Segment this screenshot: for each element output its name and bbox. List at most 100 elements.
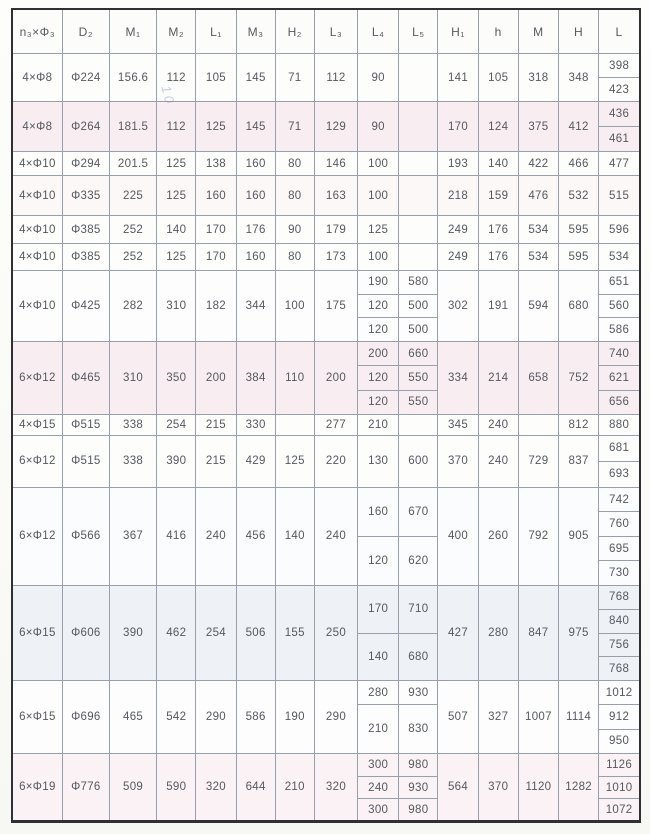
table-row: 6×Φ12 Φ515 338 390 215 429 125 220 130 600 370 240 7… xyxy=(11,434,641,488)
table-band-9: 6×Φ12 Φ515 338 390 215 429 125 220 130 600 370 240 7… xyxy=(11,434,641,488)
column-header-2: M₁ xyxy=(108,8,158,54)
cell-l4: 210 xyxy=(357,413,400,436)
column-header-6: H₂ xyxy=(274,8,315,54)
cell-l-total: 515 xyxy=(598,175,641,216)
cell-l3: 146 xyxy=(313,151,359,176)
column-header-4: L₁ xyxy=(195,8,237,54)
cell-l-total: 596 xyxy=(598,215,641,244)
table-row: 4×Φ10 Φ425 282 310 182 344 100 175 190 580 302 191 5… xyxy=(11,269,641,343)
cell-m3: 330 xyxy=(235,413,276,436)
column-header-9: L₅ xyxy=(398,8,439,54)
cell-h-cap: 752 xyxy=(557,341,600,415)
cell-h-cap: 975 xyxy=(557,584,600,682)
cell-h: 140 xyxy=(477,151,519,176)
cell-h1: 370 xyxy=(437,434,479,488)
cell-l4: 90 xyxy=(357,53,400,102)
cell-h: 124 xyxy=(477,101,519,152)
cell-l-total: 560 xyxy=(598,293,641,319)
cell-l-total: 756 xyxy=(598,632,641,658)
cell-l4: 120 xyxy=(357,293,400,319)
cell-l5: 500 xyxy=(398,293,439,319)
table-row: 6×Φ15 Φ696 465 542 290 586 190 290 280 930 507 327 1… xyxy=(11,680,641,755)
cell-m1: 181.5 xyxy=(108,101,158,152)
cell-h: 214 xyxy=(477,341,519,415)
cell-h-cap: 1282 xyxy=(557,753,600,823)
cell-l1: 182 xyxy=(195,269,237,343)
table-row: 4×Φ8 Φ264 181.5 112 10 125 145 71 129 90 170 124 375… xyxy=(11,84,641,152)
table-band-6: 4×Φ10 Φ425 282 310 182 344 100 175 190 580 302 191 5… xyxy=(11,269,641,343)
cell-l-total: 912 xyxy=(598,704,641,730)
cell-m3: 456 xyxy=(235,486,276,586)
table-row: 768 xyxy=(12,656,641,682)
cell-l1: 215 xyxy=(195,434,237,488)
cell-m2: 462 xyxy=(156,584,197,682)
cell-d2: Φ515 xyxy=(61,434,110,488)
table-row: 120 550 621 xyxy=(12,365,641,391)
cell-h: 159 xyxy=(477,175,519,216)
cell-l-total: 656 xyxy=(598,389,641,415)
table-header: n₃×Φ₃ D₂ M₁ M₂ L₁ M₃ H₂ L₃ L₄ L₅ H₁ h M H L xyxy=(11,8,641,54)
table-row: 140 680 756 xyxy=(12,632,641,682)
cell-l-total: 436 xyxy=(598,101,641,127)
cell-l5: 500 xyxy=(398,317,439,343)
cell-n3xphi3: 4×Φ10 xyxy=(11,151,63,176)
cell-m2: 125 xyxy=(156,175,197,216)
cell-h2: 110 xyxy=(274,341,315,415)
cell-h1: 170 xyxy=(437,101,479,152)
cell-l5: 660 xyxy=(398,341,439,367)
cell-n3xphi3: 4×Φ10 xyxy=(11,243,63,271)
cell-h2: 80 xyxy=(274,175,315,216)
cell-l5 xyxy=(398,413,439,436)
cell-m3: 384 xyxy=(235,341,276,415)
cell-h: 176 xyxy=(477,215,519,244)
cell-l-total: 398 xyxy=(598,53,641,78)
cell-l1: 170 xyxy=(195,243,237,271)
cell-m-cap: 792 xyxy=(517,486,560,586)
cell-d2: Φ264 xyxy=(61,101,110,152)
cell-l3: 179 xyxy=(313,215,359,244)
table-row: 6×Φ19 Φ776 509 590 320 644 210 320 300 980 564 370 1… xyxy=(11,753,641,823)
cell-l5 xyxy=(398,101,439,152)
cell-l-total: 621 xyxy=(598,365,641,391)
cell-l-total: 840 xyxy=(598,608,641,634)
table-row: 120 500 560 xyxy=(12,293,641,319)
column-header-10: H₁ xyxy=(437,8,479,54)
cell-n3xphi3: 4×Φ10 xyxy=(11,215,63,244)
cell-d2: Φ224 xyxy=(61,53,110,102)
cell-m-cap: 375 xyxy=(517,101,560,152)
cell-m1: 465 xyxy=(108,680,158,755)
table-row: 423 xyxy=(12,77,641,102)
table-row: 120 500 586 xyxy=(12,317,641,343)
table-band-7: 6×Φ12 Φ465 310 350 200 384 110 200 200 660 334 214 6… xyxy=(11,341,641,415)
table-row: 461 xyxy=(12,126,641,152)
cell-l1: 320 xyxy=(195,753,237,823)
cell-l3: 277 xyxy=(313,413,359,436)
cell-h: 240 xyxy=(477,413,519,436)
cell-l4: 190 xyxy=(357,270,400,295)
cell-d2: Φ294 xyxy=(61,151,110,176)
table-row: 950 xyxy=(12,728,641,755)
cell-h2: 190 xyxy=(274,680,315,755)
cell-l5 xyxy=(398,243,439,271)
table-row: 120 620 695 xyxy=(12,535,641,586)
cell-l-total: 1126 xyxy=(598,753,641,777)
cell-h-cap: 595 xyxy=(557,243,600,271)
table-row: 240 930 1010 xyxy=(12,775,641,800)
cell-h2: 155 xyxy=(274,584,315,682)
cell-l-total: 423 xyxy=(598,77,641,102)
cell-l4: 100 xyxy=(357,151,400,176)
cell-l4: 120 xyxy=(357,365,400,391)
cell-m3: 176 xyxy=(235,215,276,244)
cell-h2: 140 xyxy=(274,486,315,586)
cell-m-cap: 534 xyxy=(517,243,560,271)
column-header-7: L₃ xyxy=(313,8,359,54)
cell-h: 176 xyxy=(477,243,519,271)
cell-n3xphi3: 4×Φ8 xyxy=(11,53,63,102)
cell-h-cap: 1114 xyxy=(557,680,600,755)
cell-m2: 390 xyxy=(156,434,197,488)
table-band-4: 4×Φ10 Φ385 252 140 170 176 90 179 125 249 176 534 59… xyxy=(11,215,641,244)
cell-l3: 129 xyxy=(313,101,359,152)
column-header-1: D₂ xyxy=(61,8,110,54)
cell-l-total: 760 xyxy=(598,511,641,537)
